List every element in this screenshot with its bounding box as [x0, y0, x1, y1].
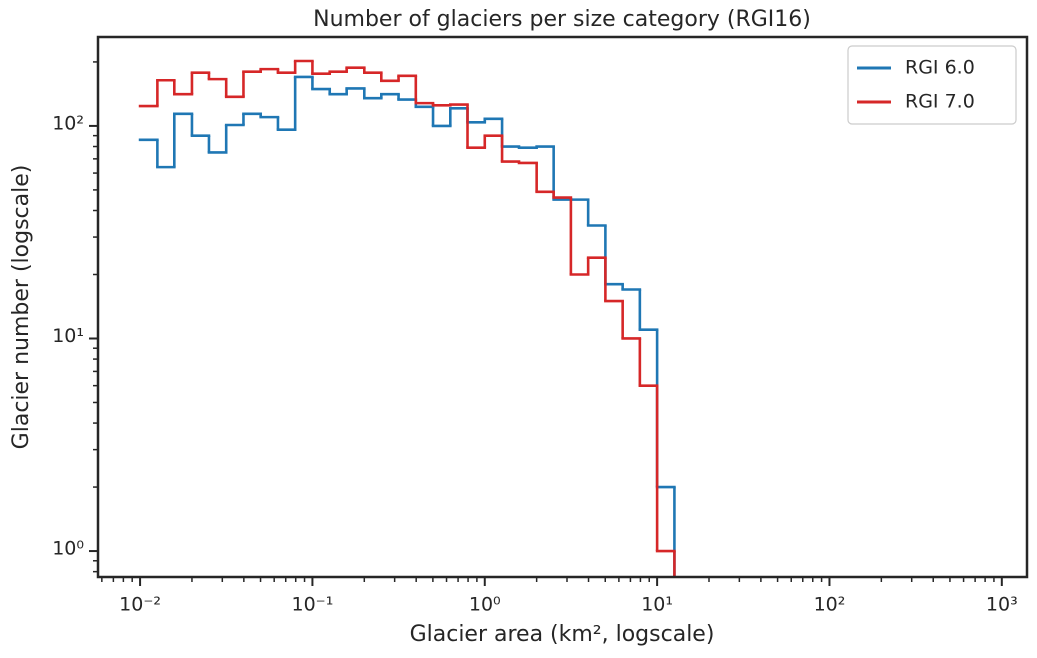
histogram-series — [138, 59, 676, 577]
x-tick-label: 10⁰ — [469, 594, 501, 616]
legend-label: RGI 7.0 — [905, 91, 975, 113]
y-tick-label: 10¹ — [52, 325, 84, 347]
chart-title: Number of glaciers per size category (RG… — [313, 7, 811, 32]
x-tick-label: 10³ — [986, 594, 1018, 616]
legend-label: RGI 6.0 — [905, 57, 975, 79]
y-axis-label: Glacier number (logscale) — [9, 165, 34, 450]
x-tick-label: 10² — [814, 594, 846, 616]
x-axis-label: Glacier area (km², logscale) — [410, 622, 715, 647]
legend: RGI 6.0 RGI 7.0 — [847, 45, 1017, 125]
x-tick-label: 10¹ — [641, 594, 673, 616]
x-tick-label: 10⁻¹ — [292, 594, 334, 616]
y-tick-label: 10⁰ — [52, 538, 84, 560]
legend-box — [847, 45, 1017, 125]
y-tick-label: 10² — [52, 112, 84, 134]
plot-frame — [96, 35, 1029, 579]
x-tick-label: 10⁻² — [119, 594, 161, 616]
histogram-series — [138, 75, 676, 577]
